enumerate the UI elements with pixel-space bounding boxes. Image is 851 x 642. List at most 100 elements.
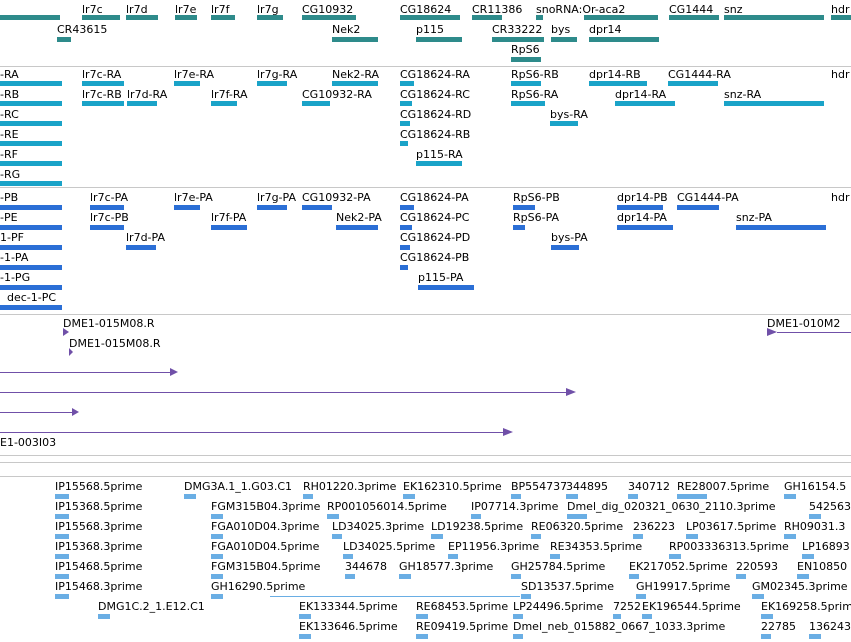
est-label[interactable]: IP15368.5prime <box>55 500 143 513</box>
est-bar[interactable] <box>642 614 652 619</box>
est-label[interactable]: IP15368.3prime <box>55 540 143 553</box>
est-bar[interactable] <box>686 534 698 539</box>
est-label[interactable]: FGM315B04.5prime <box>211 560 321 573</box>
transcript-label[interactable]: lr7f-PA <box>211 211 247 224</box>
gene-label[interactable]: CR43615 <box>57 23 108 36</box>
transcript-bar[interactable] <box>511 81 541 86</box>
gene-label[interactable]: lr7g <box>257 3 279 16</box>
transcript-bar[interactable] <box>400 81 414 86</box>
est-bar[interactable] <box>55 574 69 579</box>
gene-label[interactable]: lr7f <box>211 3 230 16</box>
transcript-label[interactable]: -RF <box>0 148 18 161</box>
est-bar[interactable] <box>613 614 621 619</box>
transcript-label[interactable]: CG18624-RC <box>400 88 470 101</box>
est-label[interactable]: GH16290.5prime <box>211 580 306 593</box>
transcript-bar[interactable] <box>736 225 826 230</box>
transcript-bar[interactable] <box>0 101 62 106</box>
est-label[interactable]: GH19917.5prime <box>636 580 731 593</box>
transcript-label[interactable]: -RC <box>0 108 19 121</box>
gene-bar[interactable] <box>511 57 541 62</box>
est-label[interactable]: FGA010D04.5prime <box>211 540 320 553</box>
gene-bar[interactable] <box>551 37 577 42</box>
est-bar[interactable] <box>416 634 428 639</box>
est-bar[interactable] <box>752 594 764 599</box>
transcript-bar[interactable] <box>257 81 287 86</box>
est-bar[interactable] <box>98 614 110 619</box>
transcript-label[interactable]: snz-PA <box>736 211 772 224</box>
transcript-bar[interactable] <box>174 205 200 210</box>
transcript-label[interactable]: RpS6-RB <box>511 68 559 81</box>
transcript-bar[interactable] <box>0 205 62 210</box>
transcript-label[interactable]: CG18624-PB <box>400 251 470 264</box>
est-bar[interactable] <box>448 554 458 559</box>
transcript-label[interactable]: CG1444-RA <box>668 68 731 81</box>
transcript-label[interactable]: -RG <box>0 168 21 181</box>
gene-label[interactable]: snz <box>724 3 743 16</box>
est-bar[interactable] <box>343 554 353 559</box>
est-bar[interactable] <box>736 574 746 579</box>
transcript-bar[interactable] <box>550 121 578 126</box>
est-label[interactable]: LP16893 <box>802 540 850 553</box>
transcript-bar[interactable] <box>400 245 410 250</box>
est-bar[interactable] <box>802 554 814 559</box>
transcript-label[interactable]: dpr14-RB <box>589 68 641 81</box>
transcript-bar[interactable] <box>302 205 332 210</box>
transcript-label[interactable]: -RA <box>0 68 19 81</box>
gene-bar[interactable] <box>57 37 71 42</box>
est-bar[interactable] <box>809 634 821 639</box>
est-bar[interactable] <box>327 514 339 519</box>
est-label[interactable]: 340712 <box>628 480 670 493</box>
transcript-label[interactable]: lr7e-PA <box>174 191 213 204</box>
gene-label[interactable]: lr7e <box>175 3 197 16</box>
transcript-bar[interactable] <box>257 205 287 210</box>
est-label[interactable]: 344895 <box>566 480 608 493</box>
gene-bar[interactable] <box>724 15 824 20</box>
est-bar[interactable] <box>669 554 681 559</box>
est-label[interactable]: IP15468.5prime <box>55 560 143 573</box>
est-label[interactable]: IP15568.5prime <box>55 480 143 493</box>
clone-marker[interactable] <box>566 388 576 396</box>
est-label[interactable]: LD19238.5prime <box>431 520 524 533</box>
est-bar[interactable] <box>431 534 443 539</box>
transcript-bar[interactable] <box>211 101 237 106</box>
clone-marker[interactable] <box>63 328 69 336</box>
transcript-bar[interactable] <box>400 205 414 210</box>
est-bar[interactable] <box>531 534 541 539</box>
est-label[interactable]: EN10850 <box>797 560 848 573</box>
est-label[interactable]: GM02345.3prime <box>752 580 848 593</box>
est-label[interactable]: GH18577.3prime <box>399 560 494 573</box>
transcript-bar[interactable] <box>400 101 412 106</box>
est-label[interactable]: GH16154.5 <box>784 480 847 493</box>
est-line[interactable] <box>270 596 520 597</box>
transcript-label[interactable]: snz-RA <box>724 88 762 101</box>
est-bar[interactable] <box>55 514 69 519</box>
est-bar[interactable] <box>511 574 521 579</box>
transcript-bar[interactable] <box>302 101 330 106</box>
est-label[interactable]: RE34353.5prime <box>550 540 643 553</box>
transcript-label[interactable]: -RB <box>0 88 20 101</box>
transcript-label[interactable]: dpr14-RA <box>615 88 667 101</box>
transcript-label[interactable]: RpS6-RA <box>511 88 559 101</box>
est-label[interactable]: RH01220.3prime <box>303 480 397 493</box>
est-label[interactable]: DMG3A.1_1.G03.C1 <box>184 480 293 493</box>
est-label[interactable]: RH09031.3 <box>784 520 846 533</box>
transcript-bar[interactable] <box>82 81 124 86</box>
transcript-bar[interactable] <box>127 101 157 106</box>
transcript-label[interactable]: CG18624-PA <box>400 191 469 204</box>
est-bar[interactable] <box>677 494 707 499</box>
transcript-bar[interactable] <box>615 101 675 106</box>
transcript-bar[interactable] <box>511 101 545 106</box>
transcript-bar[interactable] <box>0 305 62 310</box>
transcript-label[interactable]: lr7g-RA <box>257 68 298 81</box>
est-bar[interactable] <box>521 594 531 599</box>
gene-bar[interactable] <box>416 37 462 42</box>
est-bar[interactable] <box>629 574 639 579</box>
est-label[interactable]: EP11956.3prime <box>448 540 540 553</box>
est-label[interactable]: Dmel_neb_015882_0667_1033.3prime <box>513 620 726 633</box>
gene-bar[interactable] <box>175 15 197 20</box>
est-label[interactable]: LD34025.5prime <box>343 540 436 553</box>
transcript-label[interactable]: -RE <box>0 128 19 141</box>
est-label[interactable]: LP24496.5prime <box>513 600 604 613</box>
transcript-label[interactable]: CG18624-RB <box>400 128 471 141</box>
gene-label[interactable]: lr7d <box>126 3 148 16</box>
